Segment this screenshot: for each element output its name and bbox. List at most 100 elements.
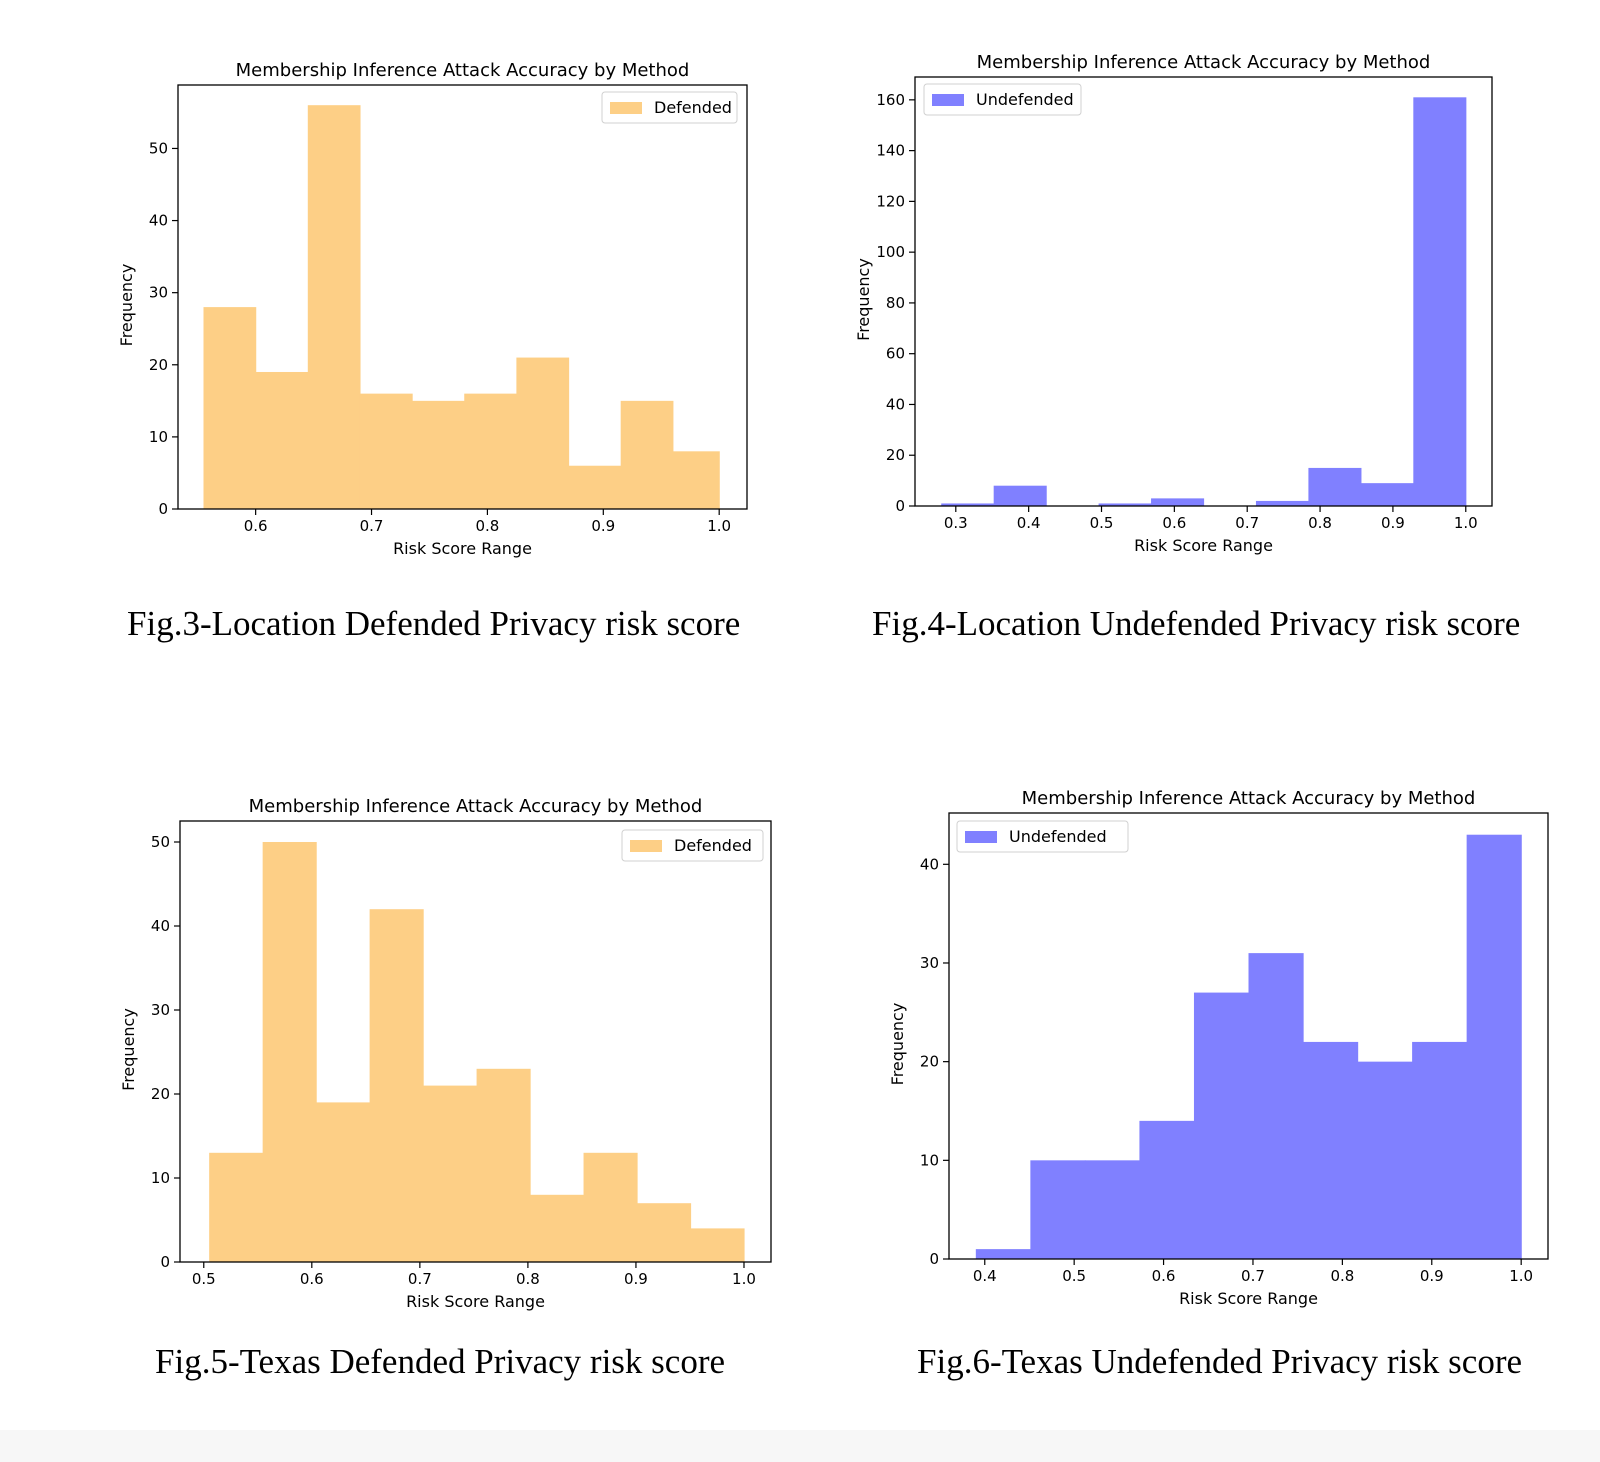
chart-title: Membership Inference Attack Accuracy by …: [977, 52, 1431, 73]
legend-label: Undefended: [976, 90, 1074, 109]
histogram-bar: [672, 451, 720, 509]
histogram-bar: [476, 1068, 531, 1262]
x-tick-label: 0.7: [1235, 514, 1259, 532]
histogram-bar: [941, 503, 995, 506]
y-tick-label: 0: [895, 497, 905, 515]
legend: Undefended: [923, 83, 1082, 116]
x-axis-label: Risk Score Range: [1179, 1289, 1318, 1308]
histogram-bar: [423, 1085, 478, 1262]
histogram-bar: [464, 393, 517, 509]
chart-1: 0.6 0.7 0.8 0.9 1.0 0 10 20 30 40 50 Membership Inf…: [117, 60, 748, 558]
y-tick-label: 10: [151, 1169, 170, 1187]
x-tick-label: 0.4: [1017, 514, 1041, 532]
x-tick-label: 0.4: [973, 1267, 997, 1285]
histogram-bar: [1466, 834, 1522, 1259]
x-tick-label: 0.5: [1090, 514, 1114, 532]
y-tick-label: 140: [876, 142, 905, 160]
y-tick-label: 80: [886, 294, 905, 312]
legend: Undefended: [956, 820, 1129, 853]
histogram-bar: [203, 307, 257, 509]
histogram-bar: [620, 400, 674, 509]
histogram-bar: [412, 400, 465, 509]
plot-frame: [179, 820, 772, 1263]
y-tick-label: 20: [149, 356, 168, 374]
legend-label: Defended: [674, 836, 752, 855]
histogram-bar: [1098, 503, 1152, 506]
histogram-bar: [262, 842, 317, 1262]
histogram-bar: [1139, 1120, 1195, 1259]
x-tick-label: 0.9: [624, 1270, 648, 1288]
legend-swatch: [965, 831, 997, 843]
x-axis-label: Risk Score Range: [393, 539, 532, 558]
y-tick-label: 30: [149, 284, 168, 302]
legend-swatch: [610, 102, 642, 114]
x-tick-label: 0.9: [1381, 514, 1405, 532]
legend-box: [621, 829, 764, 862]
y-tick-label: 0: [929, 1250, 939, 1268]
x-tick-label: 0.7: [360, 517, 384, 535]
x-tick-label: 1.0: [732, 1270, 756, 1288]
histogram-bar: [1255, 500, 1309, 506]
y-tick-label: 40: [149, 212, 168, 230]
x-tick-label: 0.9: [1420, 1267, 1444, 1285]
legend-label: Defended: [654, 98, 732, 117]
x-tick-label: 0.5: [192, 1270, 216, 1288]
y-tick-label: 40: [920, 855, 939, 873]
x-tick-label: 0.8: [475, 517, 499, 535]
y-tick-label: 20: [886, 446, 905, 464]
legend-label: Undefended: [1009, 827, 1107, 846]
x-tick-label: 1.0: [1454, 514, 1478, 532]
y-tick-label: 40: [886, 395, 905, 413]
x-tick-label: 0.6: [244, 517, 268, 535]
x-tick-label: 0.8: [1308, 514, 1332, 532]
histogram-bar: [369, 909, 424, 1262]
page-bottom-strip: [0, 1430, 1600, 1462]
x-tick-label: 0.6: [300, 1270, 324, 1288]
chart-4: 0.4 0.5 0.6 0.7 0.8 0.9 1.0 0 10 20 30 40 Membership…: [888, 788, 1549, 1308]
legend-box: [956, 820, 1129, 853]
plot-frame: [177, 84, 748, 510]
plot-frame: [914, 76, 1493, 507]
histogram-bar: [209, 1152, 264, 1262]
legend-swatch: [932, 94, 964, 106]
y-axis-label: Frequency: [117, 264, 136, 347]
y-tick-label: 20: [920, 1053, 939, 1071]
histogram-bar: [1357, 1061, 1413, 1259]
histogram-bar: [1030, 1160, 1086, 1259]
x-tick-label: 1.0: [707, 517, 731, 535]
y-axis-label: Frequency: [854, 258, 873, 341]
y-tick-label: 20: [151, 1085, 170, 1103]
histogram-bar: [1248, 953, 1304, 1259]
caption-fig4: Fig.4-Location Undefended Privacy risk s…: [872, 604, 1521, 643]
x-tick-label: 0.7: [408, 1270, 432, 1288]
x-tick-label: 0.6: [1152, 1267, 1176, 1285]
legend: Defended: [621, 829, 764, 862]
y-tick-label: 10: [149, 428, 168, 446]
x-tick-label: 0.3: [944, 514, 968, 532]
histogram-bar: [568, 465, 622, 509]
y-tick-label: 40: [151, 917, 170, 935]
legend: Defended: [601, 91, 738, 124]
y-tick-label: 60: [886, 345, 905, 363]
y-tick-label: 50: [151, 833, 170, 851]
x-axis-label: Risk Score Range: [406, 1292, 545, 1311]
x-tick-label: 1.0: [1509, 1267, 1533, 1285]
y-axis-label: Frequency: [888, 1003, 907, 1086]
y-axis-label: Frequency: [119, 1008, 138, 1091]
y-tick-label: 0: [158, 500, 168, 518]
x-tick-label: 0.7: [1241, 1267, 1265, 1285]
histogram-bar: [1308, 467, 1362, 506]
legend-box: [923, 83, 1082, 116]
histogram-bar: [307, 105, 361, 509]
plot-frame: [948, 812, 1549, 1260]
chart-title: Membership Inference Attack Accuracy by …: [1022, 788, 1476, 809]
legend-swatch: [630, 840, 662, 852]
histogram-bar: [1360, 483, 1414, 506]
histogram-bar: [359, 393, 413, 509]
y-tick-label: 120: [876, 192, 905, 210]
chart-title: Membership Inference Attack Accuracy by …: [249, 796, 703, 817]
x-axis-label: Risk Score Range: [1134, 536, 1273, 555]
chart-3: 0.5 0.6 0.7 0.8 0.9 1.0 0 10 20 30 40 50 Membership …: [119, 796, 772, 1311]
caption-fig6: Fig.6-Texas Undefended Privacy risk scor…: [917, 1342, 1523, 1381]
y-tick-label: 10: [920, 1151, 939, 1169]
